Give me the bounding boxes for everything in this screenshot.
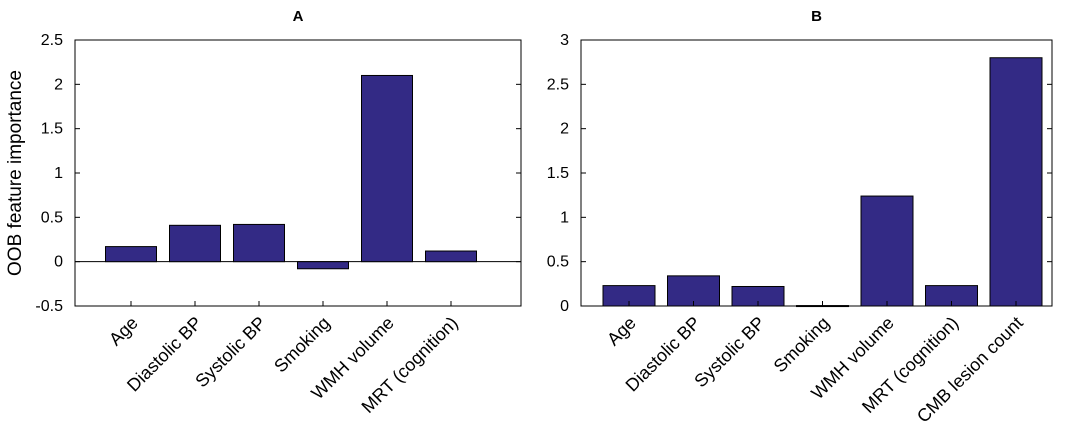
bar-age	[105, 246, 157, 263]
y-tick-label: -0.5	[35, 298, 63, 315]
y-tick-label: 3	[560, 32, 569, 49]
y-tick-label: 2	[560, 121, 569, 138]
plot-frame	[580, 39, 1053, 307]
y-tick-label: 2.5	[547, 76, 569, 93]
y-tick-label: 0	[54, 254, 63, 271]
bar-systolic-bp	[233, 223, 285, 263]
x-tick-label: Age	[105, 313, 142, 350]
y-tick-label: 1.5	[41, 121, 63, 138]
x-tick-label: Age	[603, 313, 640, 350]
x-tick-label: Systolic BP	[690, 313, 769, 392]
chart-title: B	[811, 8, 822, 25]
bar-smoking	[297, 261, 349, 270]
x-tick-label: Smoking	[270, 313, 334, 377]
y-tick-label: 0.5	[547, 254, 569, 271]
bar-diastolic-bp	[667, 275, 720, 307]
chart-panel-a: A OOB feature importance -0.5 0 0.5 1 1.5 2 2.5 A…	[5, 8, 522, 417]
bar-cmb-lesion-count	[989, 57, 1043, 307]
y-tick-label: 1	[560, 209, 569, 226]
y-tick-label: 2	[54, 76, 63, 93]
y-tick-label: 0.5	[41, 209, 63, 226]
bar-diastolic-bp	[169, 224, 221, 263]
y-tick-label: 2.5	[41, 32, 63, 49]
x-tick-label: Smoking	[770, 313, 834, 377]
y-axis-label: OOB feature importance	[5, 70, 26, 276]
y-tick-label: 1.5	[547, 165, 569, 182]
chart-title: A	[293, 8, 304, 25]
y-tick-label: 1	[54, 165, 63, 182]
bar-mrt-cognition	[425, 250, 477, 263]
y-tick-label: 0	[560, 298, 569, 315]
bar-wmh-volume	[860, 195, 914, 307]
bar-wmh-volume	[361, 74, 413, 263]
